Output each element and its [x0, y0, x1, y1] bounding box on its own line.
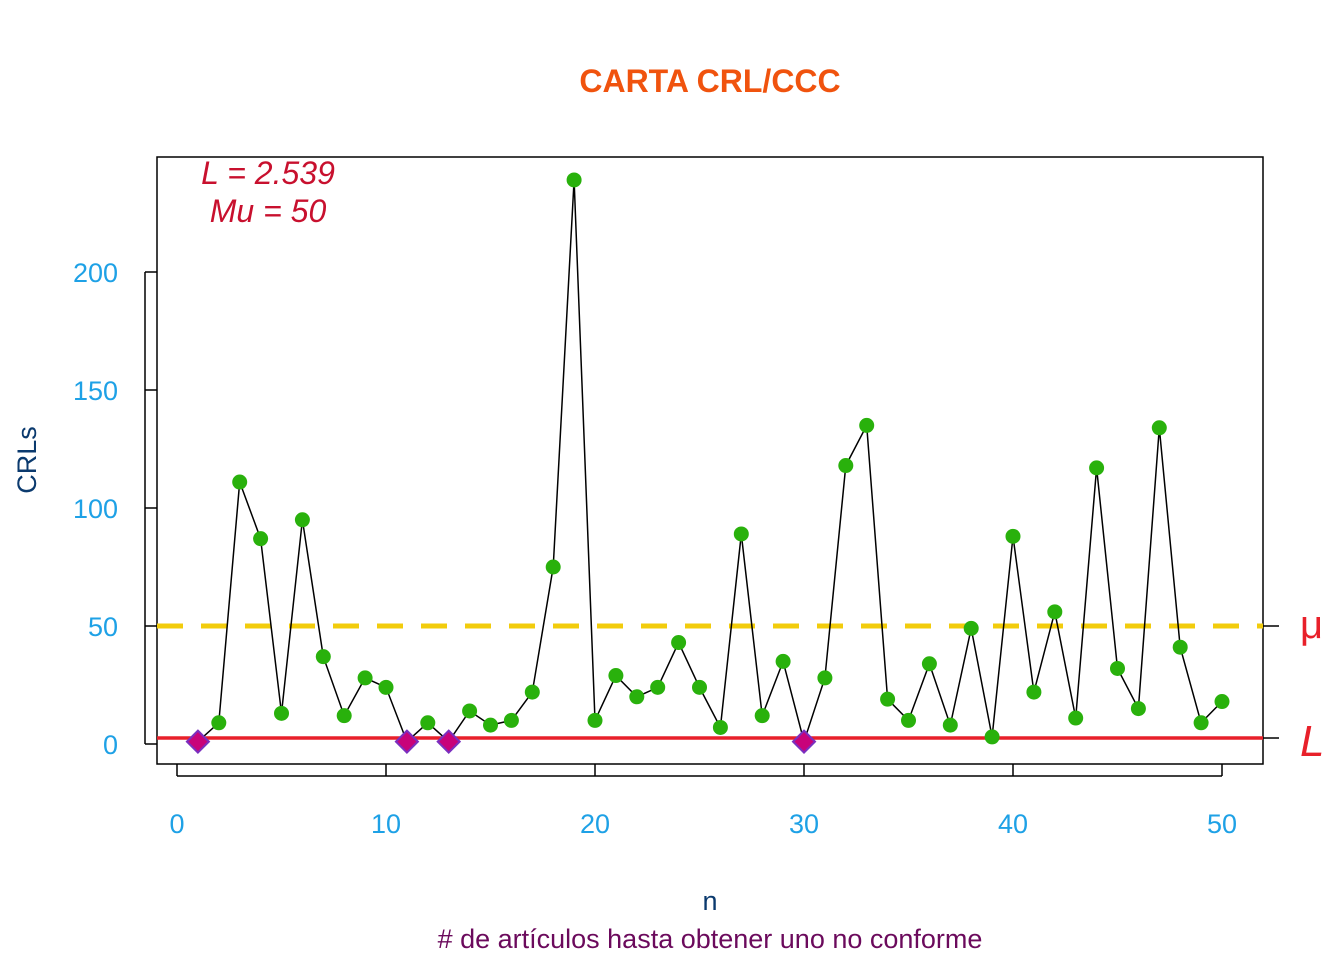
data-point: [1151, 420, 1167, 436]
data-point: [232, 474, 248, 490]
data-point: [378, 679, 394, 695]
data-point: [483, 717, 498, 733]
y-tick-label: 150: [73, 376, 118, 406]
data-point: [294, 512, 310, 528]
x-tick-label: 20: [580, 809, 610, 839]
data-point: [754, 708, 770, 724]
mean-line-label: μ: [1300, 603, 1323, 647]
data-point: [1172, 639, 1188, 655]
data-point: [336, 708, 352, 724]
data-point: [733, 526, 749, 542]
data-point: [253, 531, 269, 547]
data-point: [1193, 715, 1209, 731]
data-point: [629, 689, 645, 705]
y-axis-title: CRLs: [12, 426, 42, 494]
flagged-data-point: [185, 729, 211, 755]
x-tick-label: 10: [371, 809, 401, 839]
data-point: [274, 705, 289, 721]
mean-annotation: Mu = 50: [210, 193, 327, 229]
data-point: [462, 703, 478, 719]
data-point: [692, 679, 707, 695]
limit-annotation: L = 2.539: [201, 155, 335, 191]
data-point: [880, 691, 896, 707]
data-point: [608, 668, 624, 684]
data-point: [357, 670, 373, 686]
data-point: [1130, 701, 1146, 717]
flagged-data-point: [436, 729, 462, 755]
y-tick-label: 0: [103, 730, 118, 760]
x-tick-label: 30: [789, 809, 819, 839]
data-point: [984, 729, 1000, 745]
data-point: [524, 684, 540, 700]
data-point: [566, 172, 582, 188]
data-point: [650, 679, 666, 695]
chart-title: CARTA CRL/CCC: [579, 63, 840, 99]
data-point: [1110, 660, 1125, 676]
data-point: [503, 712, 519, 728]
data-point: [942, 717, 958, 733]
data-point: [901, 712, 916, 728]
flagged-data-point: [791, 729, 817, 755]
data-point: [817, 670, 833, 686]
data-point: [545, 559, 561, 575]
data-point: [671, 635, 687, 651]
data-point: [1047, 604, 1063, 620]
x-axis-subtitle: # de artículos hasta obtener uno no conf…: [438, 924, 983, 954]
x-axis-title: n: [702, 886, 717, 916]
series-line: [197, 179, 1223, 745]
plot-frame: [156, 156, 1264, 765]
data-point: [963, 620, 979, 636]
data-point: [1026, 684, 1042, 700]
data-point: [775, 653, 791, 669]
data-point: [1005, 528, 1021, 544]
x-tick-label: 50: [1207, 809, 1237, 839]
y-tick-label: 200: [73, 258, 118, 288]
y-tick-label: 100: [73, 494, 118, 524]
data-point: [838, 458, 854, 474]
data-point: [587, 712, 603, 728]
data-point: [921, 656, 937, 672]
data-point: [315, 649, 331, 665]
x-tick-label: 0: [169, 809, 184, 839]
flagged-data-point: [394, 729, 420, 755]
data-point: [211, 715, 227, 731]
data-point: [1214, 694, 1230, 710]
data-point: [859, 417, 875, 433]
y-tick-label: 50: [88, 612, 118, 642]
data-point: [1068, 710, 1084, 726]
x-tick-label: 40: [998, 809, 1028, 839]
data-point: [420, 715, 436, 731]
plot-area: 0 10 20 30 40 50 0 50 100 150 200: [73, 156, 1279, 839]
limit-line-label: L: [1300, 717, 1324, 766]
data-point: [712, 719, 728, 735]
data-point: [1089, 460, 1105, 476]
